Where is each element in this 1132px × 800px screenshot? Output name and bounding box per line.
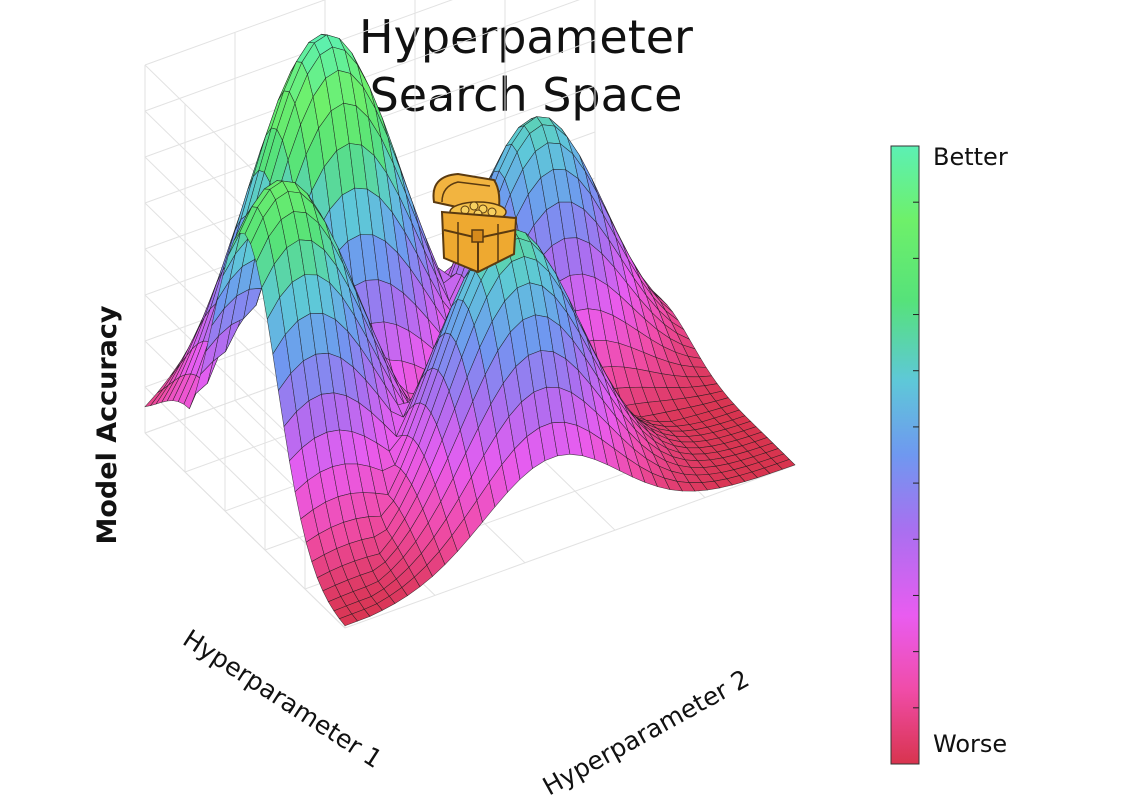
back-wall-gridline — [144, 0, 580, 158]
x-axis-label: Hyperparameter 1 — [178, 624, 388, 774]
y-axis-label: Hyperparameter 2 — [538, 664, 754, 800]
surface-patch — [776, 459, 796, 470]
back-wall-gridline — [144, 0, 326, 66]
colorbar — [890, 145, 920, 765]
colorbar-label-worse: Worse — [933, 730, 1008, 758]
treasure-chest-icon — [432, 172, 518, 274]
colorbar-gradient — [890, 145, 920, 765]
chart-title-line-2: Search Space — [369, 68, 683, 122]
side-wall-gridline — [144, 432, 346, 629]
back-wall-gridline — [144, 0, 453, 112]
surface-mesh — [144, 33, 796, 627]
floor-gridline — [344, 464, 796, 629]
colorbar-label-better: Better — [933, 143, 1008, 171]
colorbar-ticks — [913, 201, 919, 709]
z-axis-label: Model Accuracy — [92, 305, 123, 544]
